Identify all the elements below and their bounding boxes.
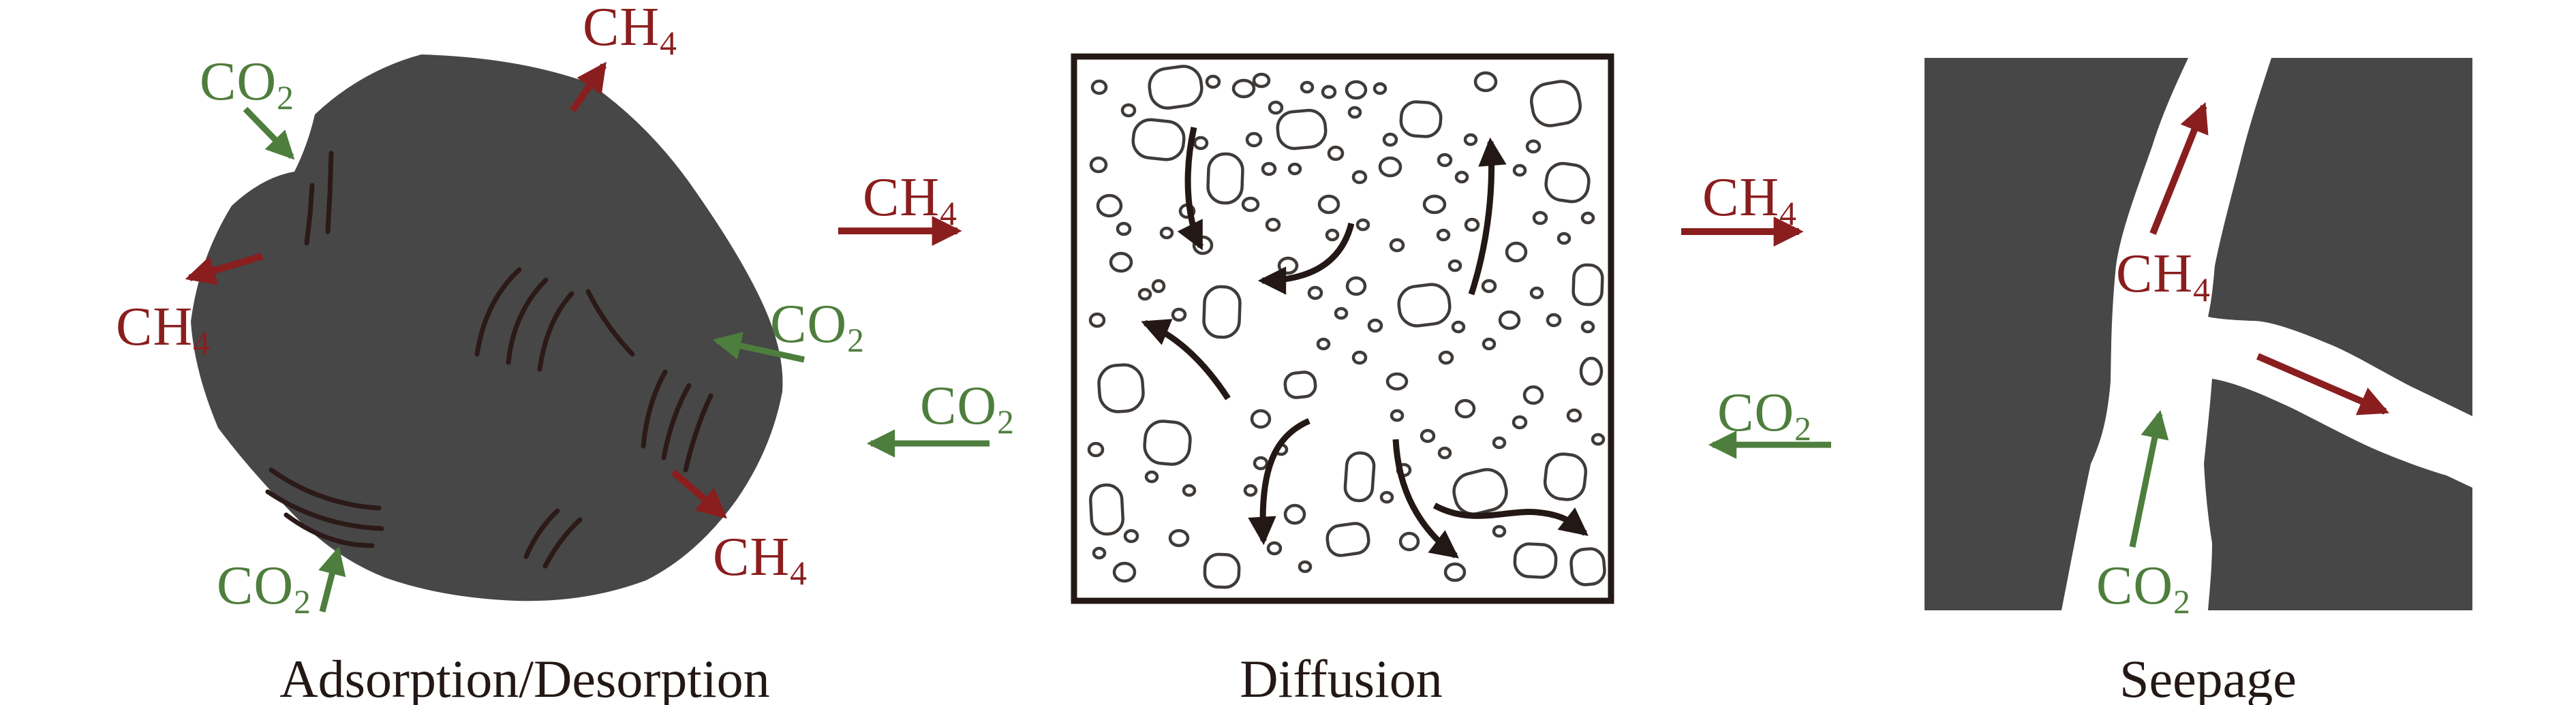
co2-label-seepage: CO2: [2096, 556, 2191, 621]
transfer-arrows-1: [838, 215, 990, 458]
caption-seepage: Seepage: [2119, 649, 2297, 705]
ch4-desorb-arrow-bottom-right: [671, 469, 727, 519]
ch4-seepage-arrow-up: [2149, 101, 2209, 235]
caption-adsorption-desorption: Adsorption/Desorption: [279, 649, 770, 705]
co2-label-adsorb-bottom: CO2: [217, 556, 311, 621]
co2-seepage-arrow-up: [2129, 409, 2169, 548]
transfer-arrows-2: [1681, 216, 1831, 459]
co2-adsorb-arrow-bottom: [318, 546, 346, 613]
pore-structure-box: [1071, 53, 1614, 604]
coal-particle-blob: [185, 54, 805, 613]
ch4-label-flow-2: CH4: [1702, 168, 1797, 232]
rock-block-bottom-right: [2204, 379, 2472, 610]
co2-label-adsorb-top-left: CO2: [200, 52, 294, 116]
ch4-desorb-arrow-top: [569, 61, 607, 112]
ch4-label-seepage: CH4: [2116, 244, 2211, 309]
co2-label-flow-1: CO2: [920, 376, 1015, 441]
caption-diffusion: Diffusion: [1240, 649, 1443, 705]
ch4-seepage-arrow-diagonal: [2256, 353, 2390, 416]
ch4-label-desorb-top: CH4: [583, 0, 677, 62]
co2-label-flow-2: CO2: [1717, 383, 1812, 448]
co2-adsorb-arrow-right: [712, 332, 805, 363]
ch4-label-flow-1: CH4: [863, 168, 957, 232]
ch4-label-desorb-bottom-right: CH4: [713, 527, 808, 592]
rock-block-left: [1925, 58, 2188, 610]
rock-block-top-right: [2208, 58, 2472, 416]
co2-adsorb-arrow-top-left: [243, 106, 295, 160]
ch4-desorb-arrow-left: [185, 253, 264, 285]
ch4-label-desorb-left: CH4: [116, 297, 211, 362]
diffusion-path-arrows: [1141, 127, 1589, 559]
fracture-channel-blocks: [1925, 58, 2472, 610]
pore-particles: [1087, 65, 1606, 589]
coal-crack-marks: [265, 151, 714, 569]
co2-label-adsorb-right: CO2: [770, 294, 865, 359]
